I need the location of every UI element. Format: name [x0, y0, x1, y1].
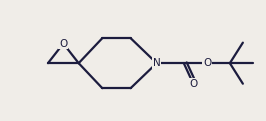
Text: O: O — [203, 58, 211, 68]
Text: O: O — [59, 39, 67, 49]
Text: N: N — [153, 58, 160, 68]
Text: O: O — [189, 79, 197, 89]
